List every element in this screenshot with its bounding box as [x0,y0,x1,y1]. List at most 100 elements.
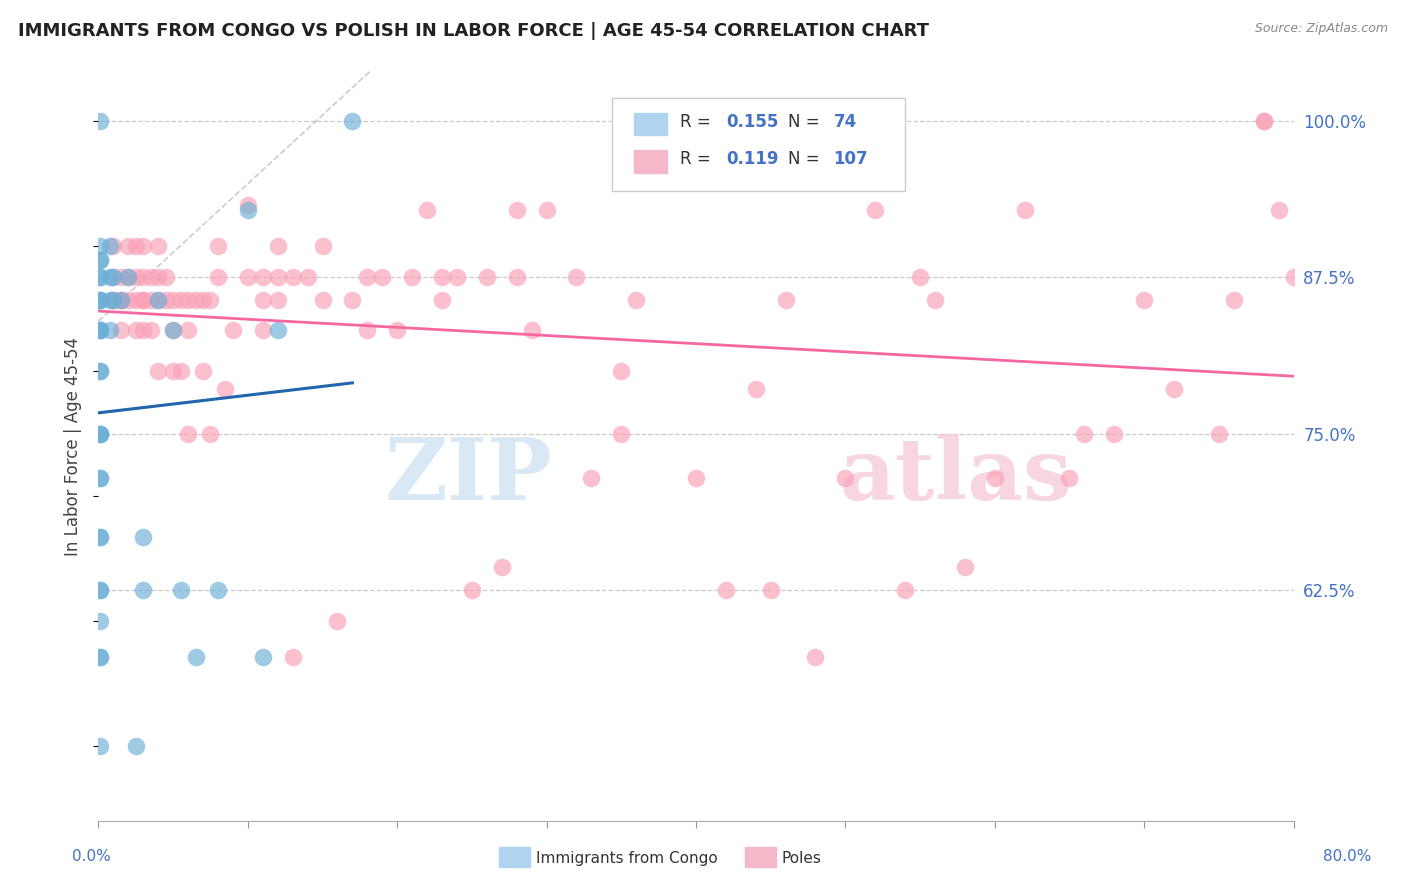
Point [169,293,191,307]
Point [908,270,931,285]
Point [98,270,122,285]
Point [98,239,122,253]
Point [655,114,678,128]
Point [103,293,125,307]
Point [103,293,125,307]
Point [89,364,111,378]
Point [148,239,170,253]
Point [89,323,111,337]
Point [207,239,229,253]
Point [125,270,148,285]
Point [401,270,423,285]
Point [1253,114,1275,128]
Point [356,270,378,285]
Point [89,426,111,441]
Point [89,426,111,441]
Point [446,270,468,285]
Point [1014,202,1036,217]
Point [759,582,782,597]
Point [1104,426,1126,441]
Point [267,239,290,253]
Point [132,270,155,285]
Point [89,364,111,378]
Text: Source: ZipAtlas.com: Source: ZipAtlas.com [1254,22,1388,36]
Text: 0.119: 0.119 [725,150,779,168]
Point [169,582,191,597]
Point [953,560,976,574]
Point [236,198,259,212]
Text: R =: R = [681,112,717,130]
Point [177,323,200,337]
Point [110,293,132,307]
FancyBboxPatch shape [634,112,668,135]
Point [311,239,333,253]
Text: 0.0%: 0.0% [72,849,111,864]
Point [506,270,529,285]
Point [110,323,132,337]
Point [89,293,111,307]
Point [565,270,588,285]
Point [89,252,111,267]
Text: 80.0%: 80.0% [1323,849,1371,864]
Point [267,293,290,307]
Point [200,426,222,441]
Text: 107: 107 [834,150,868,168]
Point [520,323,543,337]
Point [626,293,648,307]
Point [191,293,214,307]
Point [267,270,290,285]
Point [1163,382,1185,396]
Point [475,270,498,285]
Point [177,426,200,441]
Text: 74: 74 [834,112,856,130]
Point [110,270,132,285]
Point [207,582,229,597]
Point [132,293,155,307]
Point [191,364,214,378]
Point [125,739,148,753]
Point [89,426,111,441]
Point [89,270,111,285]
Point [89,293,111,307]
Point [894,582,917,597]
Point [103,239,125,253]
Point [461,582,484,597]
Point [89,530,111,544]
Y-axis label: In Labor Force | Age 45-54: In Labor Force | Age 45-54 [65,336,83,556]
FancyBboxPatch shape [634,150,668,172]
Point [326,614,349,628]
Point [207,270,229,285]
Point [236,270,259,285]
Point [356,323,378,337]
Text: R =: R = [681,150,717,168]
Point [804,650,827,665]
Point [89,582,111,597]
Point [371,270,394,285]
Point [281,650,304,665]
Point [1133,293,1156,307]
Point [117,270,139,285]
Point [685,471,707,485]
Point [148,293,170,307]
Point [89,650,111,665]
Point [169,364,191,378]
Point [342,114,364,128]
Point [89,323,111,337]
Point [155,293,177,307]
Point [89,323,111,337]
Point [89,471,111,485]
Point [139,323,162,337]
Point [1267,202,1289,217]
Point [200,293,222,307]
Point [117,270,139,285]
Point [745,382,768,396]
Text: N =: N = [787,150,825,168]
Point [924,293,946,307]
Point [98,323,122,337]
Point [117,239,139,253]
Point [125,239,148,253]
Point [1253,114,1275,128]
Point [610,426,633,441]
Point [610,364,633,378]
Point [385,323,409,337]
